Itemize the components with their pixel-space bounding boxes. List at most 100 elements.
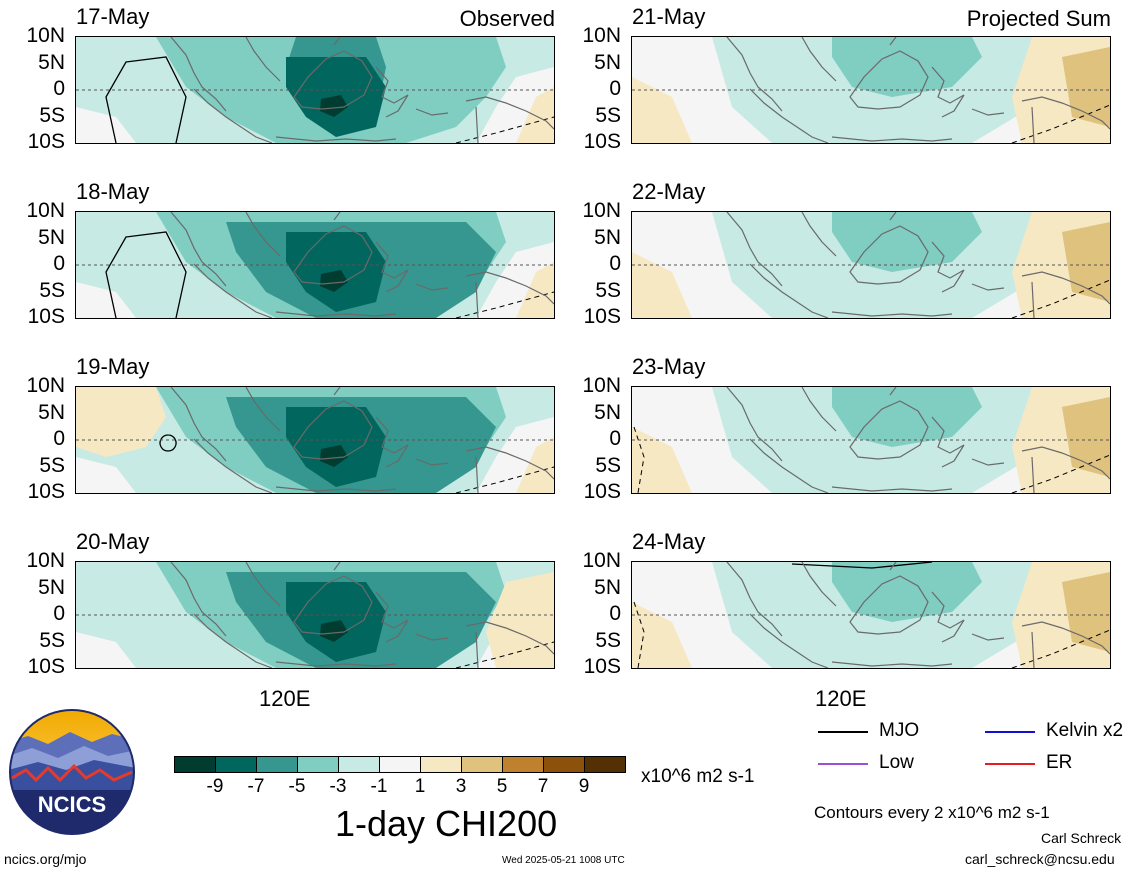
lat-label: 0 xyxy=(609,602,621,625)
colorbar-units: x10^6 m2 s-1 xyxy=(641,766,755,787)
anomaly-field xyxy=(632,212,1110,318)
lat-label: 10S xyxy=(27,130,65,153)
lat-label: 0 xyxy=(609,77,621,100)
panel-date: 19-May xyxy=(76,354,150,379)
lat-label: 10S xyxy=(27,480,65,503)
panel-label: Observed xyxy=(459,6,555,31)
lat-label: 5S xyxy=(39,628,65,652)
colorbar-tick: 7 xyxy=(537,776,549,797)
colorbar-tick: -9 xyxy=(206,776,224,797)
colorbar-segment xyxy=(420,756,462,773)
lat-label: 10N xyxy=(26,24,65,47)
anomaly-field xyxy=(76,37,554,143)
map-panel xyxy=(75,561,555,669)
lat-label: 5S xyxy=(595,628,621,652)
legend-line xyxy=(985,731,1035,733)
lat-label: 5N xyxy=(38,225,65,249)
colorbar-tick: -7 xyxy=(247,776,265,797)
logo-text: NCICS xyxy=(38,792,106,817)
site-url: ncics.org/mjo xyxy=(4,851,87,867)
lat-label: 0 xyxy=(53,602,65,625)
panel-date: 18-May xyxy=(76,179,150,204)
legend-line xyxy=(818,763,868,765)
colorbar-segment xyxy=(379,756,421,773)
lat-label: 5N xyxy=(38,50,65,74)
legend-line xyxy=(818,731,868,733)
panel-date: 21-May xyxy=(632,4,706,29)
lon-label-right: 120E xyxy=(815,686,867,711)
anomaly-field xyxy=(632,562,1110,668)
lat-label: 10N xyxy=(26,374,65,397)
panel-date: 20-May xyxy=(76,529,150,554)
map-panel xyxy=(631,561,1111,669)
legend-label: Kelvin x2 xyxy=(1046,720,1124,741)
lat-label: 5S xyxy=(595,453,621,477)
colorbar-tick: 9 xyxy=(578,776,590,797)
colorbar-segment xyxy=(256,756,298,773)
contour-note: Contours every 2 x10^6 m2 s-1 xyxy=(814,803,1050,822)
lat-label: 10N xyxy=(26,549,65,572)
colorbar-segment xyxy=(461,756,503,773)
map-panel xyxy=(75,211,555,319)
colorbar-segment xyxy=(502,756,544,773)
panel-label: Projected Sum xyxy=(966,6,1111,31)
lat-label: 0 xyxy=(53,77,65,100)
colorbar-segment xyxy=(584,756,626,773)
ncics-logo: NCICS xyxy=(8,708,136,836)
legend-line xyxy=(985,763,1035,765)
lat-label: 5N xyxy=(594,225,621,249)
anomaly-field xyxy=(632,387,1110,493)
panel-date: 22-May xyxy=(632,179,706,204)
colorbar-tick: 5 xyxy=(496,776,508,797)
anomaly-field xyxy=(76,212,554,318)
colorbar-tick: -5 xyxy=(288,776,306,797)
lat-label: 10S xyxy=(27,305,65,328)
lat-label: 5N xyxy=(594,575,621,599)
lat-label: 0 xyxy=(53,427,65,450)
lat-label: 10S xyxy=(583,305,621,328)
lat-label: 10S xyxy=(583,130,621,153)
lat-label: 5N xyxy=(594,50,621,74)
colorbar-tick: 3 xyxy=(455,776,467,797)
panel-date: 23-May xyxy=(632,354,706,379)
lat-label: 0 xyxy=(609,427,621,450)
lat-label: 5S xyxy=(595,278,621,302)
lat-label: 10S xyxy=(27,655,65,678)
map-panel xyxy=(631,386,1111,494)
anomaly-field xyxy=(632,37,1110,143)
lat-label: 5N xyxy=(38,575,65,599)
panel-date: 24-May xyxy=(632,529,706,554)
lat-label: 0 xyxy=(609,252,621,275)
chart-title: 1-day CHI200 xyxy=(335,803,558,844)
lat-label: 10N xyxy=(582,374,621,397)
colorbar-tick: 1 xyxy=(414,776,426,797)
lat-label: 5S xyxy=(39,278,65,302)
lat-label: 10N xyxy=(582,199,621,222)
lon-label-left: 120E xyxy=(259,686,311,711)
timestamp: Wed 2025-05-21 1008 UTC xyxy=(502,855,625,866)
legend-label: Low xyxy=(879,752,914,773)
colorbar-segment xyxy=(543,756,585,773)
lat-label: 5N xyxy=(38,400,65,424)
map-panel xyxy=(631,36,1111,144)
author: Carl Schreck xyxy=(1041,830,1122,846)
lat-label: 5S xyxy=(595,103,621,127)
colorbar-tick: -1 xyxy=(370,776,388,797)
map-panel xyxy=(75,386,555,494)
lat-label: 10S xyxy=(583,480,621,503)
lat-label: 10N xyxy=(582,24,621,47)
lat-label: 10N xyxy=(26,199,65,222)
colorbar-tick: -3 xyxy=(329,776,347,797)
colorbar-segment xyxy=(215,756,257,773)
anomaly-field xyxy=(76,562,554,668)
map-panel xyxy=(631,211,1111,319)
colorbar-segment xyxy=(297,756,339,773)
lat-label: 0 xyxy=(53,252,65,275)
map-panel xyxy=(75,36,555,144)
lat-label: 5N xyxy=(594,400,621,424)
lat-label: 10S xyxy=(583,655,621,678)
lat-label: 5S xyxy=(39,103,65,127)
panel-date: 17-May xyxy=(76,4,150,29)
colorbar-segment xyxy=(338,756,380,773)
lat-label: 5S xyxy=(39,453,65,477)
